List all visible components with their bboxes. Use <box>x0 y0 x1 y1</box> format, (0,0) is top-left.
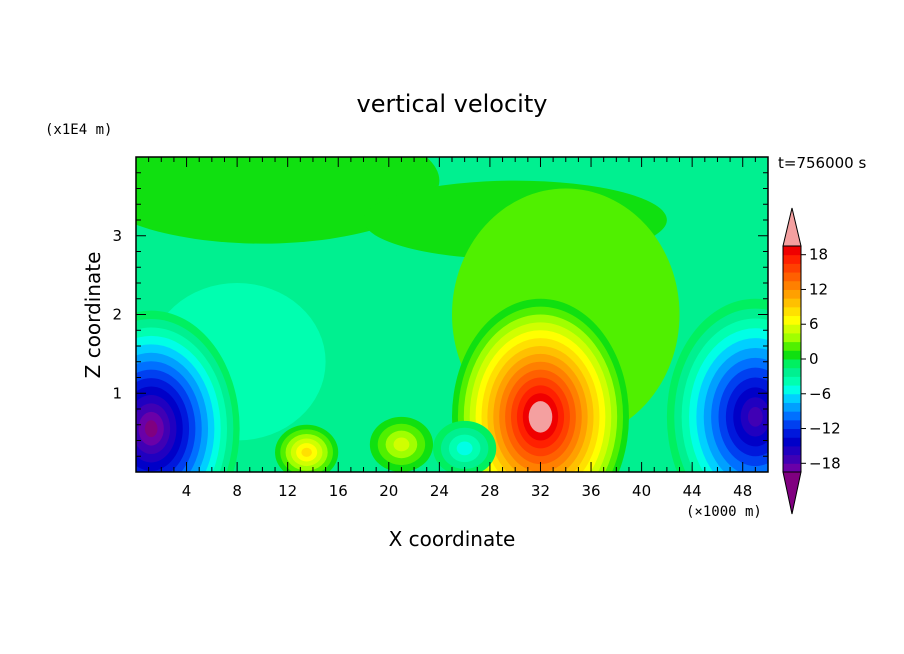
colorbar-swatch <box>783 428 801 438</box>
colorbar-swatch <box>783 402 801 412</box>
x-tick-label: 24 <box>430 482 449 500</box>
x-tick-label: 40 <box>632 482 651 500</box>
x-tick-label: 4 <box>182 482 192 500</box>
x-tick-label: 28 <box>480 482 499 500</box>
colorbar-swatch <box>783 298 801 308</box>
colorbar-tick-label: −12 <box>809 420 841 438</box>
time-label: t=756000 s <box>778 154 866 172</box>
y-tick-label: 2 <box>112 306 122 324</box>
colorbar-swatch <box>783 332 801 343</box>
colorbar-swatch <box>783 385 801 395</box>
x-unit-label: (×1000 m) <box>686 504 762 520</box>
colorbar-swatch <box>783 367 801 377</box>
colorbar-bottom-arrow <box>782 471 802 515</box>
colorbar-tick-label: 18 <box>809 246 828 264</box>
colorbar-swatch <box>783 324 801 334</box>
colorbar-swatch <box>783 280 801 290</box>
colorbar-swatch <box>783 463 801 473</box>
x-tick-label: 8 <box>232 482 242 500</box>
colorbar-tick-label: 6 <box>809 315 819 333</box>
x-tick-label: 12 <box>278 482 297 500</box>
colorbar-top-arrow <box>782 207 802 247</box>
colorbar-swatch <box>783 376 801 386</box>
colorbar-swatch <box>783 272 801 282</box>
colorbar-swatch <box>783 341 801 351</box>
chart-title: vertical velocity <box>357 90 548 118</box>
contour-level <box>144 420 158 438</box>
colorbar-swatch <box>783 393 801 403</box>
colorbar-swatch <box>783 263 801 273</box>
x-tick-label: 36 <box>581 482 600 500</box>
contour-band <box>136 157 440 244</box>
colorbar-swatch <box>783 359 801 369</box>
colorbar-swatch <box>783 419 801 430</box>
y-tick-label: 1 <box>112 384 122 402</box>
colorbar-swatch <box>783 315 801 325</box>
x-axis-label: X coordinate <box>389 527 516 551</box>
colorbar-swatch <box>783 246 801 256</box>
colorbar-swatch <box>783 411 801 421</box>
colorbar-swatch <box>783 254 801 264</box>
colorbar-swatch <box>783 306 801 317</box>
y-axis-label: Z coordinate <box>81 252 105 379</box>
contour-level <box>456 441 473 456</box>
colorbar-swatch <box>783 454 801 464</box>
contour-level <box>747 407 763 427</box>
colorbar-tick-label: −6 <box>809 385 831 403</box>
colorbar-swatch <box>783 289 801 299</box>
contour-level <box>393 437 410 452</box>
colorbar-tick-label: 0 <box>809 350 819 368</box>
contour-field <box>136 157 768 472</box>
colorbar-swatch <box>783 350 801 360</box>
contour-level <box>534 409 547 425</box>
y-tick-label: 3 <box>112 227 122 245</box>
colorbar-tick-label: 12 <box>809 280 828 298</box>
colorbar-swatch <box>783 445 801 456</box>
x-tick-label: 16 <box>329 482 348 500</box>
x-tick-label: 20 <box>379 482 398 500</box>
x-tick-label: 44 <box>683 482 702 500</box>
contour-level <box>301 447 312 457</box>
colorbar-tick-label: −18 <box>809 454 841 472</box>
x-tick-label: 32 <box>531 482 550 500</box>
colorbar-swatch <box>783 437 801 447</box>
y-unit-label: (x1E4 m) <box>45 122 112 138</box>
colorbar: 18 12 6 0 −6 −12 −18 <box>782 207 841 515</box>
x-tick-label: 48 <box>733 482 752 500</box>
